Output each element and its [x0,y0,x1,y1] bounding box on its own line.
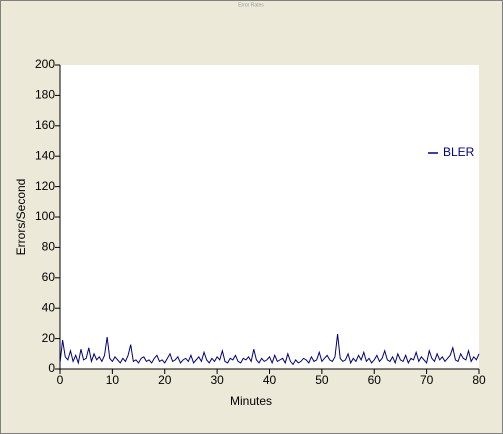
x-tick-label: 30 [210,373,224,387]
x-tick-label: 70 [420,373,434,387]
legend-label: BLER [443,145,475,159]
y-tick-label: 40 [42,300,56,314]
x-tick-label: 60 [368,373,382,387]
x-tick-label: 10 [106,373,120,387]
y-tick-label: 160 [35,118,55,132]
x-tick-label: 20 [158,373,172,387]
y-tick-label: 20 [42,331,56,345]
series-line [59,333,480,366]
y-tick-label: 100 [35,209,55,223]
y-tick-label: 180 [35,88,55,102]
y-tick-label: 200 [35,57,55,71]
x-axis-label: Minutes [230,394,272,408]
y-tick-label: 80 [42,240,56,254]
y-tick-label: 60 [42,270,56,284]
y-tick-label: 120 [35,179,55,193]
y-tick-label: 140 [35,148,55,162]
x-tick-label: 50 [315,373,329,387]
y-tick-label: 0 [48,361,55,375]
x-tick-label: 80 [472,373,486,387]
x-tick-label: 40 [263,373,277,387]
y-axis-label: Errors/Second [14,179,28,256]
plot-area [60,65,479,369]
chart-title: Error Rates [238,2,264,8]
x-tick-label: 0 [57,373,64,387]
